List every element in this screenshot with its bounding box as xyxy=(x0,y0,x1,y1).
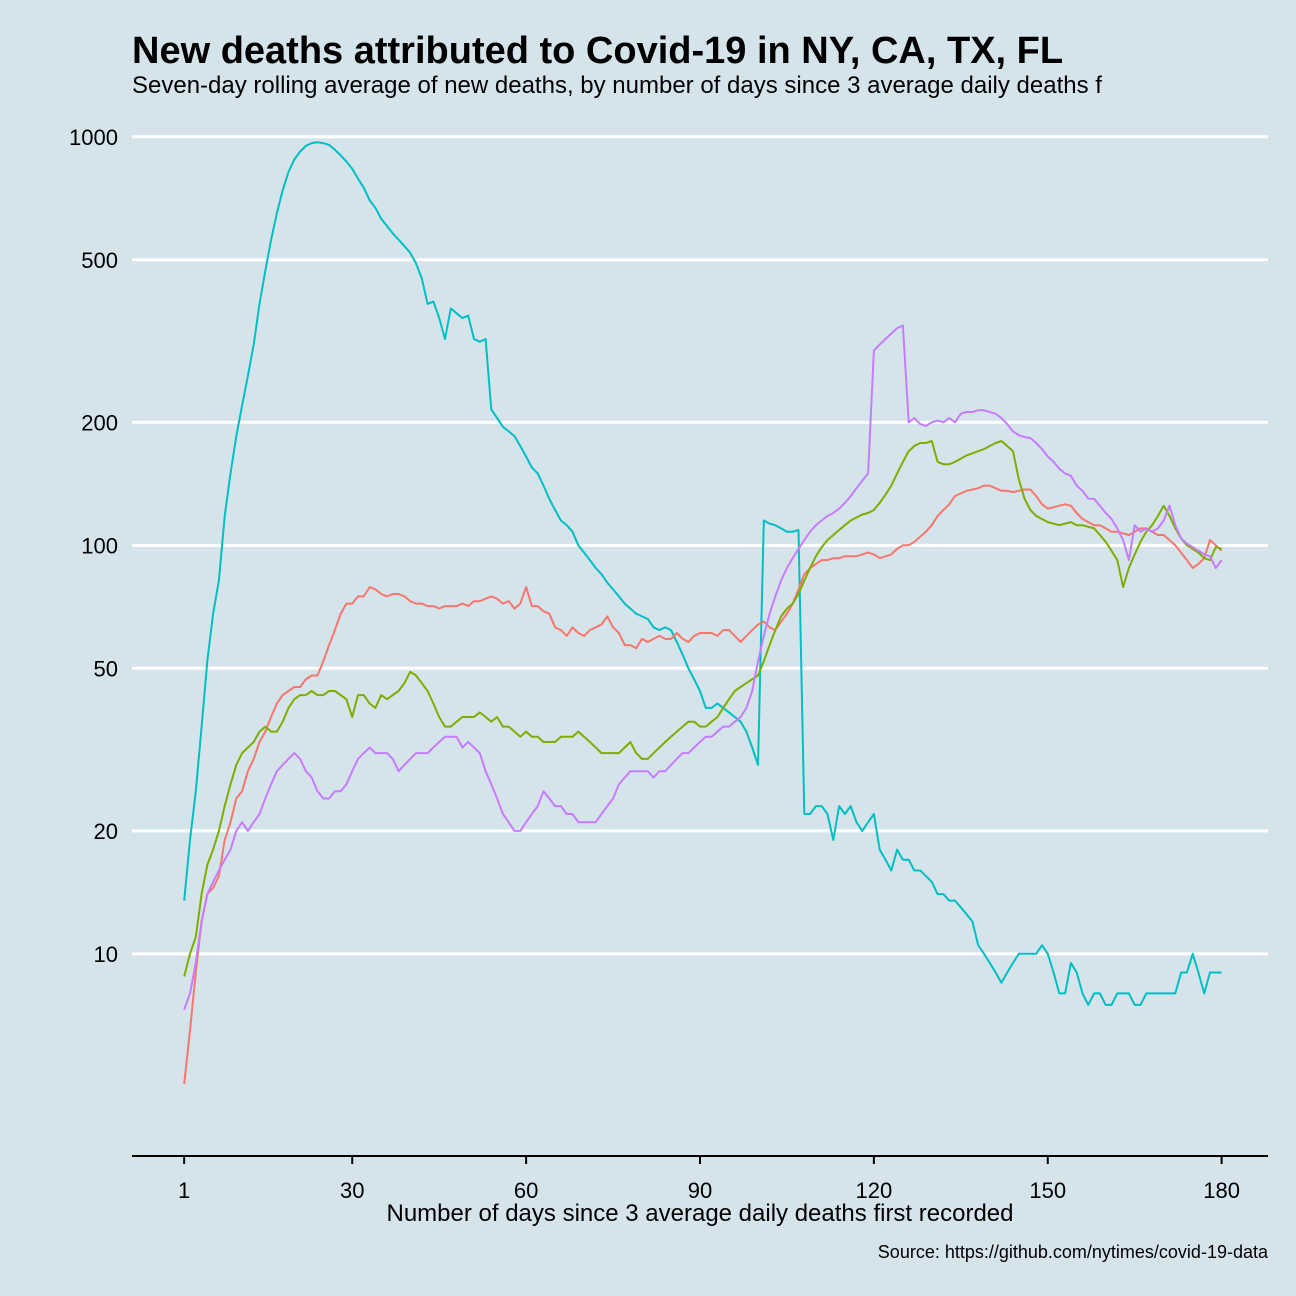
x-tick-label-90: 90 xyxy=(688,1178,712,1203)
y-tick-label-50: 50 xyxy=(94,656,118,681)
x-tick-label-60: 60 xyxy=(514,1178,538,1203)
x-tick-label-180: 180 xyxy=(1203,1178,1240,1203)
y-tick-label-20: 20 xyxy=(94,819,118,844)
series-line-3 xyxy=(183,440,1222,977)
chart-title: New deaths attributed to Covid-19 in NY,… xyxy=(132,30,1064,72)
y-tick-label-10: 10 xyxy=(94,942,118,967)
source-caption: Source: https://github.com/nytimes/covid… xyxy=(877,1242,1268,1262)
chart-subtitle: Seven-day rolling average of new deaths,… xyxy=(132,72,1102,99)
series-line-4 xyxy=(183,324,1223,1011)
x-axis-label: Number of days since 3 average daily dea… xyxy=(386,1200,1014,1227)
y-tick-label-200: 200 xyxy=(81,410,118,435)
series-line-1 xyxy=(183,141,1222,1006)
y-tick-label-100: 100 xyxy=(81,533,118,558)
x-tick-label-1: 1 xyxy=(178,1178,190,1203)
series-lines xyxy=(183,141,1223,1085)
x-tick-label-30: 30 xyxy=(340,1178,364,1203)
series-line-2 xyxy=(183,484,1223,1085)
x-tick-label-120: 120 xyxy=(856,1178,893,1203)
y-tick-label-1000: 1000 xyxy=(69,125,118,150)
x-tick-label-150: 150 xyxy=(1029,1178,1066,1203)
axes: 10 20 50 100 200 500 1000 1 30 60 90 120 150 180 xyxy=(69,125,1268,1203)
y-tick-label-500: 500 xyxy=(81,248,118,273)
gridlines xyxy=(132,135,1268,956)
